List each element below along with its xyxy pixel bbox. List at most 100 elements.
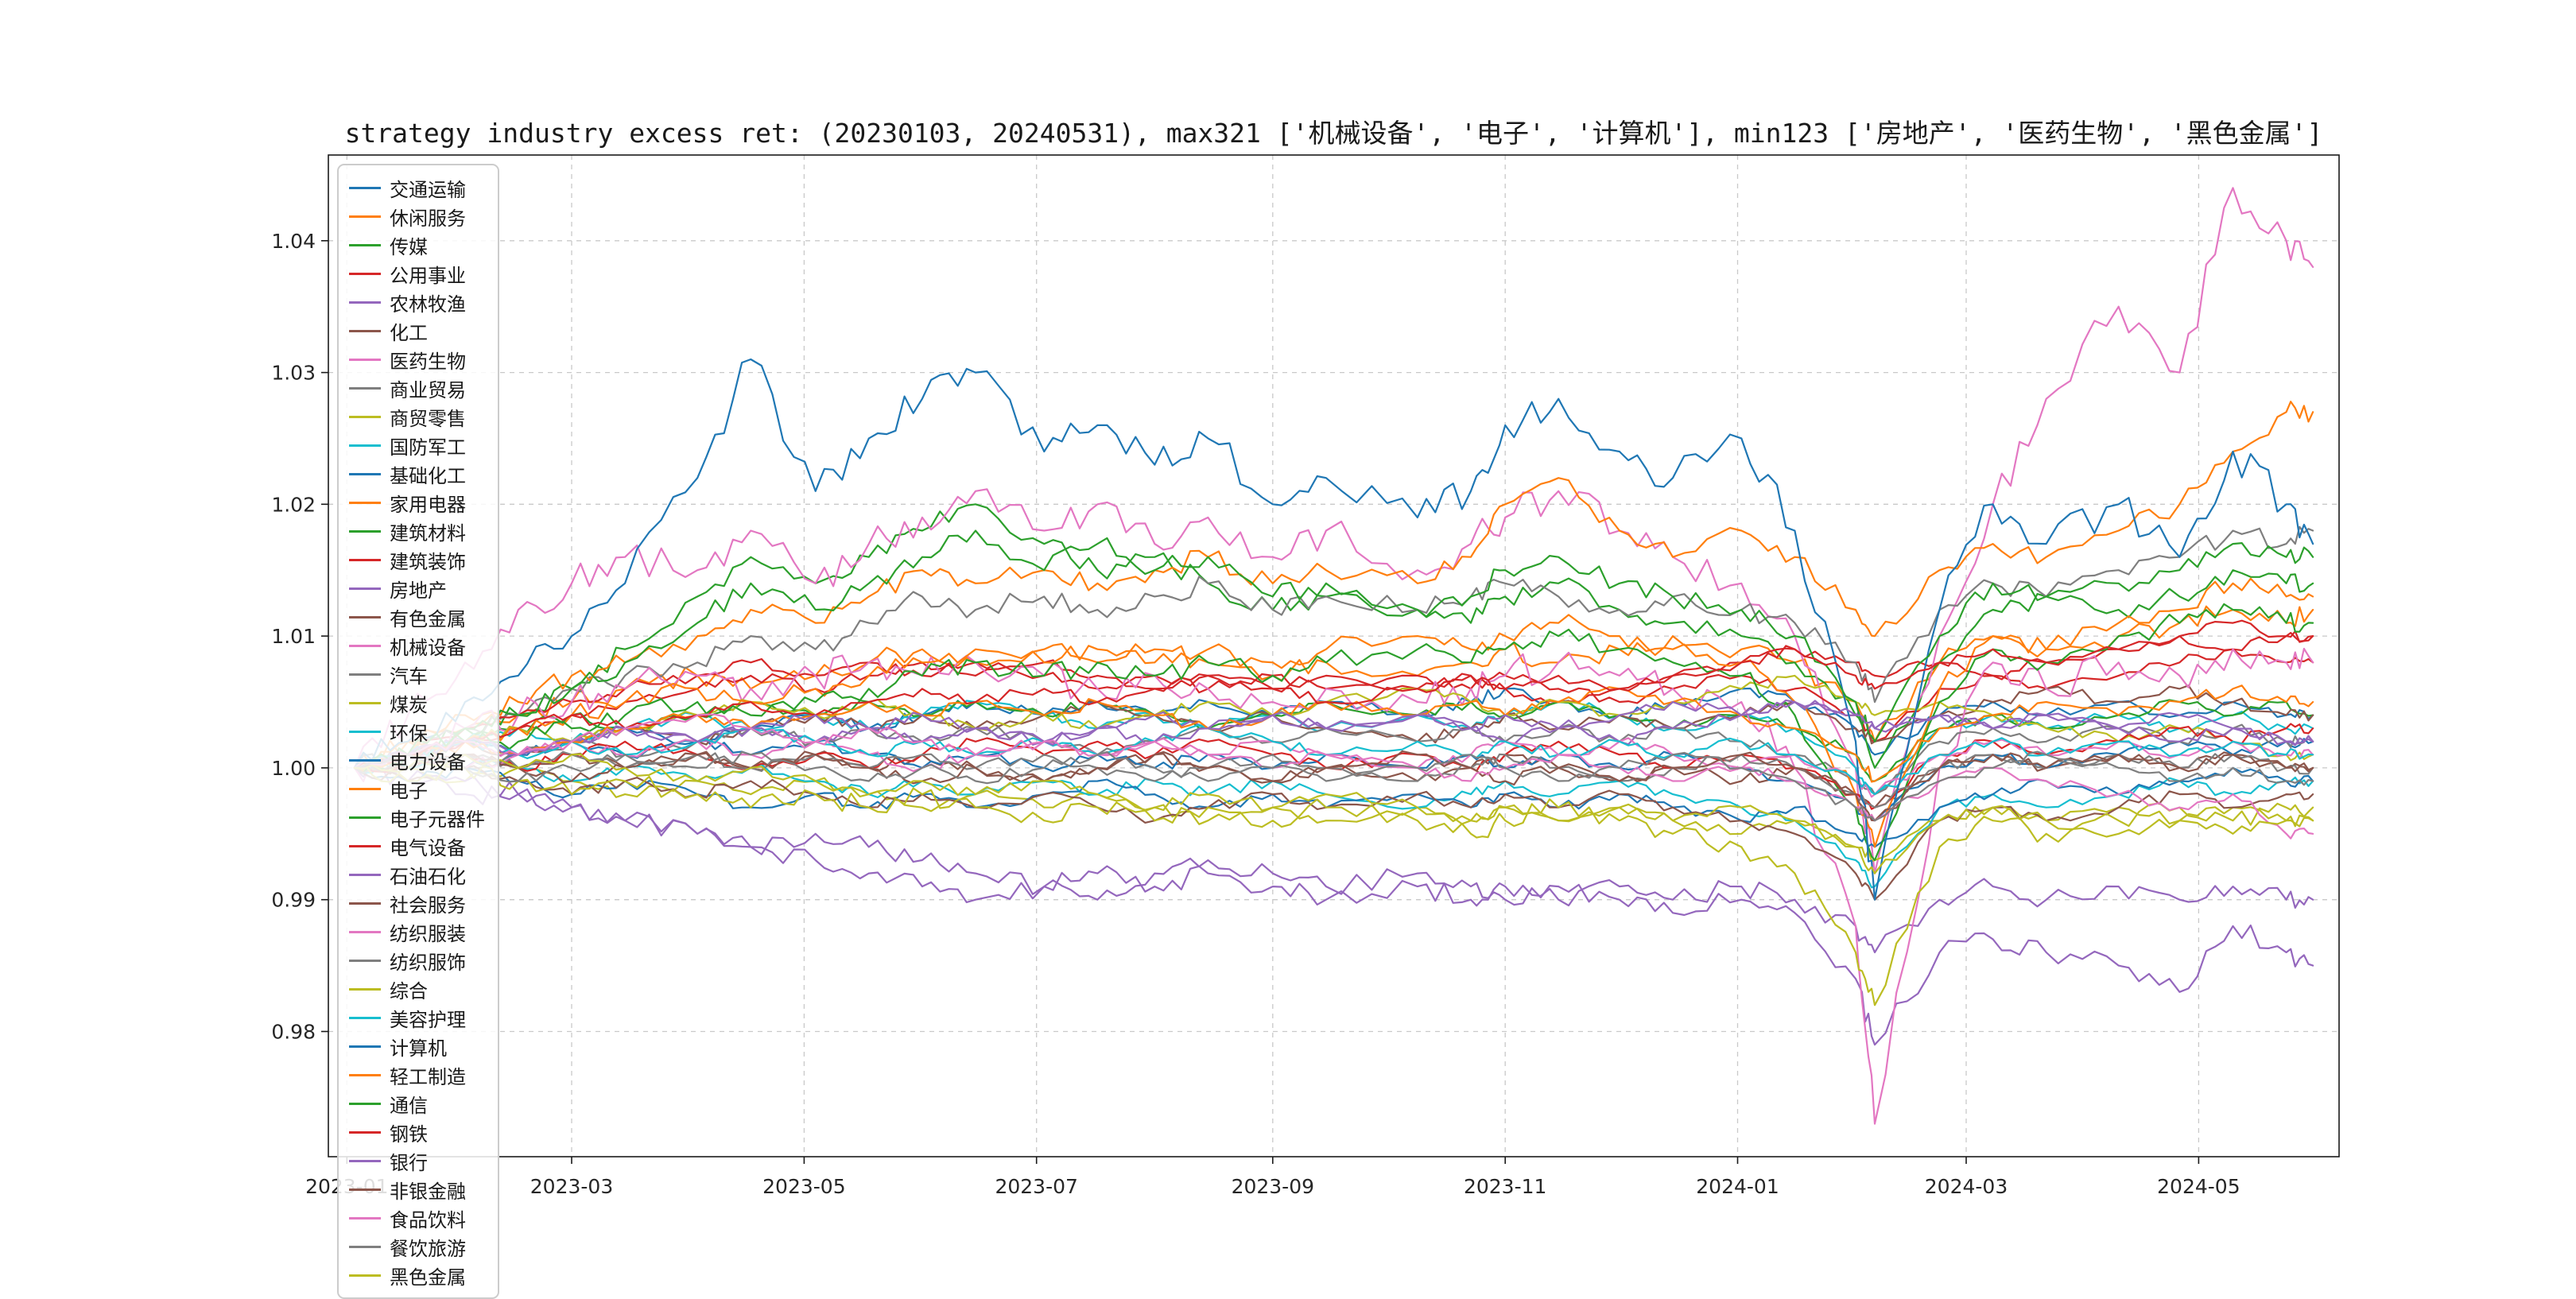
- legend-label: 建筑装饰: [390, 550, 466, 573]
- y-tick-label: 1.02: [271, 493, 316, 516]
- legend-label: 食品饮料: [390, 1208, 466, 1231]
- series-line: [353, 750, 2314, 822]
- legend-line-sample: [349, 644, 381, 647]
- legend-item: 纺织服饰: [349, 946, 485, 975]
- series-line: [353, 723, 2314, 810]
- x-tick-label: 2024-05: [2157, 1175, 2240, 1198]
- legend-line-sample: [349, 615, 381, 618]
- plot-border: [328, 154, 2340, 1157]
- legend-line-sample: [349, 501, 381, 504]
- legend-label: 农林牧渔: [390, 293, 466, 316]
- legend-item: 医药生物: [349, 345, 485, 374]
- legend-label: 医药生物: [390, 350, 466, 373]
- legend-item: 电子: [349, 774, 485, 803]
- legend-label: 餐饮旅游: [390, 1237, 466, 1260]
- legend-item: 化工: [349, 316, 485, 345]
- legend-item: 食品饮料: [349, 1204, 485, 1232]
- legend-label: 综合: [390, 979, 428, 1002]
- legend-label: 纺织服饰: [390, 951, 466, 974]
- legend-item: 轻工制造: [349, 1061, 485, 1089]
- legend-label: 电气设备: [390, 836, 466, 859]
- legend-line-sample: [349, 873, 381, 876]
- series-line: [353, 737, 2314, 798]
- legend-label: 纺织服装: [390, 922, 466, 945]
- legend-item: 家用电器: [349, 488, 485, 517]
- legend-label: 电子元器件: [390, 808, 485, 831]
- y-tick-label: 1.03: [271, 362, 316, 385]
- legend-item: 国防军工: [349, 431, 485, 459]
- legend-item: 建筑装饰: [349, 545, 485, 574]
- series-line: [353, 525, 2314, 769]
- legend-line-sample: [349, 558, 381, 561]
- legend-item: 黑色金属: [349, 1261, 485, 1289]
- legend-line-sample: [349, 1016, 381, 1019]
- x-tick-label: 2023-11: [1464, 1175, 1546, 1198]
- legend-label: 石油石化: [390, 865, 466, 888]
- legend-item: 农林牧渔: [349, 288, 485, 316]
- legend-item: 煤炭: [349, 688, 485, 717]
- legend-label: 休闲服务: [390, 207, 466, 230]
- y-tick-label: 0.98: [271, 1021, 316, 1044]
- series-line: [353, 687, 2314, 772]
- y-tick-label: 1.01: [271, 625, 316, 648]
- legend-item: 电子元器件: [349, 803, 485, 832]
- legend-box: 交通运输休闲服务传媒公用事业农林牧渔 化工医药生物商业贸易 商贸零售国防军工 基础化工…: [337, 164, 499, 1299]
- legend-line-sample: [349, 587, 381, 590]
- legend-item: 商贸零售: [349, 402, 485, 431]
- y-tick-label: 0.99: [271, 889, 316, 912]
- legend-label: 非银金融: [390, 1180, 466, 1203]
- legend-line-sample: [349, 930, 381, 933]
- legend-item: 餐饮旅游: [349, 1232, 485, 1261]
- series-line: [353, 648, 2314, 770]
- x-tick-label: 2023-05: [762, 1175, 845, 1198]
- legend-item: 计算机: [349, 1032, 485, 1061]
- legend-label: 国防军工: [390, 436, 466, 459]
- x-tick-label: 2024-01: [1696, 1175, 1779, 1198]
- series-line: [353, 603, 2314, 862]
- legend-label: 商业贸易: [390, 378, 466, 401]
- legend-label: 钢铁: [390, 1123, 428, 1146]
- legend-line-sample: [349, 1159, 381, 1162]
- legend-line-sample: [349, 472, 381, 475]
- series-line: [353, 761, 2314, 1006]
- legend-label: 通信: [390, 1094, 428, 1117]
- legend-item: 商业贸易: [349, 374, 485, 402]
- legend-line-sample: [349, 358, 381, 361]
- series-line: [353, 699, 2314, 769]
- legend-line-sample: [349, 902, 381, 905]
- legend-line-sample: [349, 701, 381, 704]
- legend-label: 社会服务: [390, 894, 466, 917]
- legend-label: 计算机: [390, 1037, 447, 1060]
- legend-item: 钢铁: [349, 1118, 485, 1146]
- legend-item: 有色金属: [349, 603, 485, 631]
- legend-label: 传媒: [390, 235, 428, 258]
- series-line: [353, 619, 2314, 769]
- x-tick-label: 2023-09: [1232, 1175, 1314, 1198]
- legend-line-sample: [349, 787, 381, 790]
- series-line: [353, 577, 2314, 848]
- legend-item: 基础化工: [349, 459, 485, 488]
- legend-line-sample: [349, 758, 381, 762]
- legend-item: 通信: [349, 1089, 485, 1118]
- series-line: [353, 723, 2314, 796]
- legend-item: 电力设备: [349, 746, 485, 774]
- legend-item: 电气设备: [349, 832, 485, 860]
- legend-item: 房地产: [349, 574, 485, 603]
- legend-line-sample: [349, 959, 381, 962]
- legend-label: 汽车: [390, 665, 428, 688]
- legend-item: 汽车: [349, 660, 485, 688]
- legend-line-sample: [349, 1073, 381, 1076]
- legend-item: 公用事业: [349, 259, 485, 288]
- legend-label: 环保: [390, 722, 428, 745]
- series-line: [353, 765, 2314, 954]
- series-line: [353, 358, 2314, 901]
- legend-label: 美容护理: [390, 1008, 466, 1031]
- series-line: [353, 750, 2314, 808]
- legend-item: 交通运输: [349, 173, 485, 202]
- legend-label: 公用事业: [390, 264, 466, 287]
- legend-label: 银行: [390, 1151, 428, 1174]
- x-tick-label: 2023-07: [995, 1175, 1077, 1198]
- series-line: [353, 529, 2314, 769]
- x-tick-label: 2024-03: [1925, 1175, 2008, 1198]
